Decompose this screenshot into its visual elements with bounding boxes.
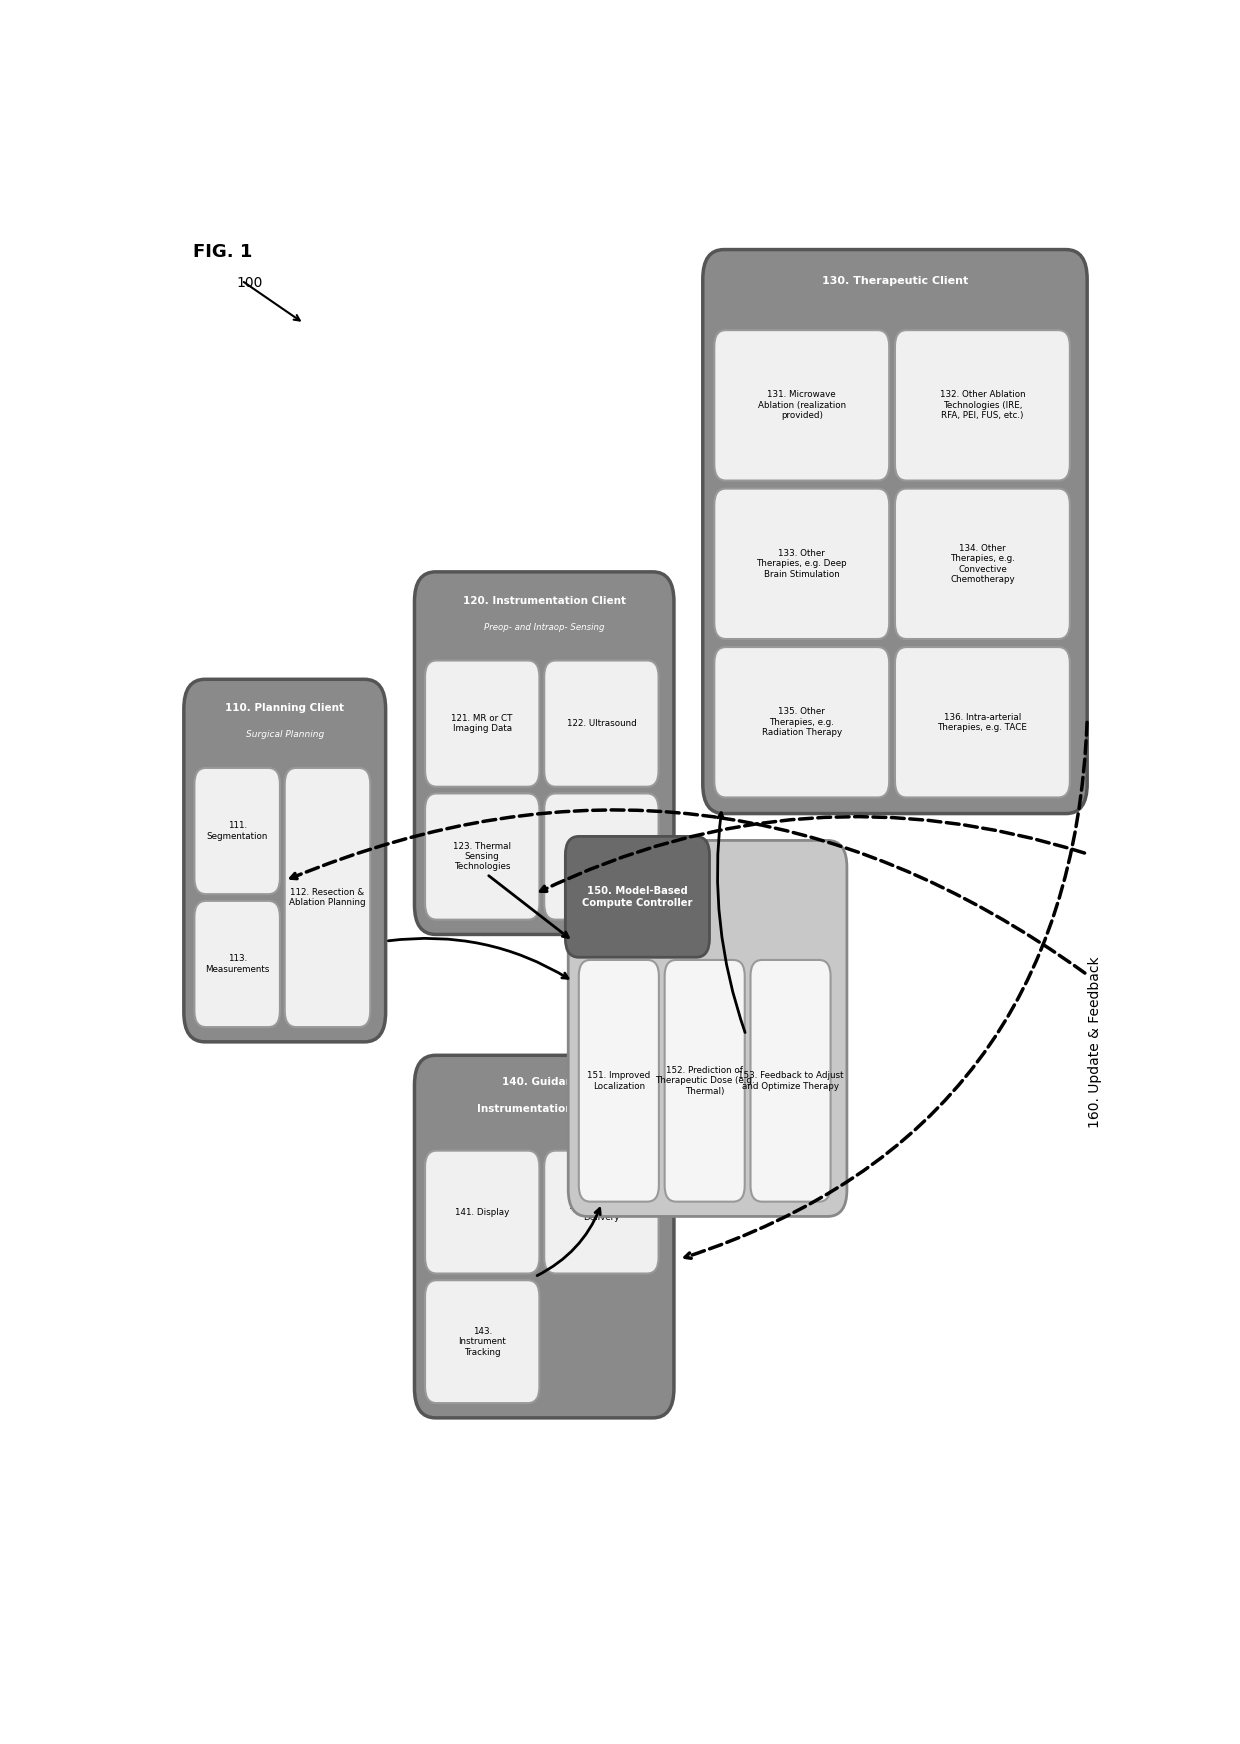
FancyBboxPatch shape bbox=[414, 1055, 675, 1418]
Text: 121. MR or CT
Imaging Data: 121. MR or CT Imaging Data bbox=[451, 713, 513, 732]
Text: 160. Update & Feedback: 160. Update & Feedback bbox=[1087, 956, 1102, 1128]
Text: 151. Improved
Localization: 151. Improved Localization bbox=[588, 1071, 651, 1090]
FancyBboxPatch shape bbox=[544, 794, 658, 919]
Text: 130. Therapeutic Client: 130. Therapeutic Client bbox=[822, 276, 968, 286]
FancyBboxPatch shape bbox=[425, 794, 539, 919]
Text: 110. Planning Client: 110. Planning Client bbox=[226, 703, 345, 713]
FancyBboxPatch shape bbox=[568, 841, 847, 1217]
FancyBboxPatch shape bbox=[714, 647, 889, 797]
Text: 135. Other
Therapies, e.g.
Radiation Therapy: 135. Other Therapies, e.g. Radiation The… bbox=[761, 708, 842, 738]
Text: 123. Thermal
Sensing
Technologies: 123. Thermal Sensing Technologies bbox=[454, 842, 511, 872]
Text: 113.
Measurements: 113. Measurements bbox=[205, 954, 269, 973]
FancyBboxPatch shape bbox=[750, 959, 831, 1202]
FancyBboxPatch shape bbox=[895, 488, 1070, 638]
FancyBboxPatch shape bbox=[544, 661, 658, 787]
Text: 134. Other
Therapies, e.g.
Convective
Chemotherapy: 134. Other Therapies, e.g. Convective Ch… bbox=[950, 544, 1014, 584]
Text: 141. Display: 141. Display bbox=[455, 1207, 510, 1217]
FancyBboxPatch shape bbox=[579, 959, 658, 1202]
Text: 111.
Segmentation: 111. Segmentation bbox=[207, 821, 268, 841]
Text: 122. Ultrasound: 122. Ultrasound bbox=[567, 719, 636, 727]
FancyBboxPatch shape bbox=[184, 678, 386, 1041]
FancyBboxPatch shape bbox=[195, 767, 280, 895]
Text: 152. Prediction of
Therapeutic Dose (e.g.
Thermal): 152. Prediction of Therapeutic Dose (e.g… bbox=[655, 1066, 754, 1095]
Text: Surgical Planning: Surgical Planning bbox=[246, 731, 324, 739]
FancyBboxPatch shape bbox=[195, 902, 280, 1027]
Text: 153. Feedback to Adjust
and Optimize Therapy: 153. Feedback to Adjust and Optimize The… bbox=[738, 1071, 843, 1090]
Text: 124. Other
Instruments,
(electrode, etc.): 124. Other Instruments, (electrode, etc.… bbox=[567, 842, 636, 872]
Text: 143.
Instrument
Tracking: 143. Instrument Tracking bbox=[459, 1327, 506, 1357]
Text: 132. Other Ablation
Technologies (IRE,
RFA, PEI, FUS, etc.): 132. Other Ablation Technologies (IRE, R… bbox=[940, 391, 1025, 420]
FancyBboxPatch shape bbox=[425, 661, 539, 787]
Text: 131. Microwave
Ablation (realization
provided): 131. Microwave Ablation (realization pro… bbox=[758, 391, 846, 420]
Text: 100: 100 bbox=[237, 276, 263, 291]
FancyBboxPatch shape bbox=[425, 1151, 539, 1273]
FancyBboxPatch shape bbox=[565, 837, 709, 957]
Text: 120. Instrumentation Client: 120. Instrumentation Client bbox=[463, 596, 626, 605]
Text: 142. Enhanced
Delivery: 142. Enhanced Delivery bbox=[569, 1202, 634, 1223]
Text: 133. Other
Therapies, e.g. Deep
Brain Stimulation: 133. Other Therapies, e.g. Deep Brain St… bbox=[756, 549, 847, 579]
FancyBboxPatch shape bbox=[714, 330, 889, 481]
FancyBboxPatch shape bbox=[703, 249, 1087, 813]
Text: 136. Intra-arterial
Therapies, e.g. TACE: 136. Intra-arterial Therapies, e.g. TACE bbox=[937, 713, 1028, 732]
Text: FIG. 1: FIG. 1 bbox=[193, 242, 253, 262]
Text: 112. Resection &
Ablation Planning: 112. Resection & Ablation Planning bbox=[289, 888, 366, 907]
Text: Preop- and Intraop- Sensing: Preop- and Intraop- Sensing bbox=[484, 623, 604, 631]
Text: Instrumentation Client: Instrumentation Client bbox=[477, 1104, 611, 1114]
FancyBboxPatch shape bbox=[714, 488, 889, 638]
FancyBboxPatch shape bbox=[425, 1280, 539, 1404]
FancyBboxPatch shape bbox=[895, 647, 1070, 797]
FancyBboxPatch shape bbox=[285, 767, 371, 1027]
FancyBboxPatch shape bbox=[665, 959, 745, 1202]
FancyBboxPatch shape bbox=[544, 1151, 658, 1273]
Text: 140. Guidance: 140. Guidance bbox=[502, 1076, 587, 1087]
FancyBboxPatch shape bbox=[895, 330, 1070, 481]
FancyBboxPatch shape bbox=[414, 572, 675, 935]
Text: 150. Model-Based
Compute Controller: 150. Model-Based Compute Controller bbox=[582, 886, 693, 907]
